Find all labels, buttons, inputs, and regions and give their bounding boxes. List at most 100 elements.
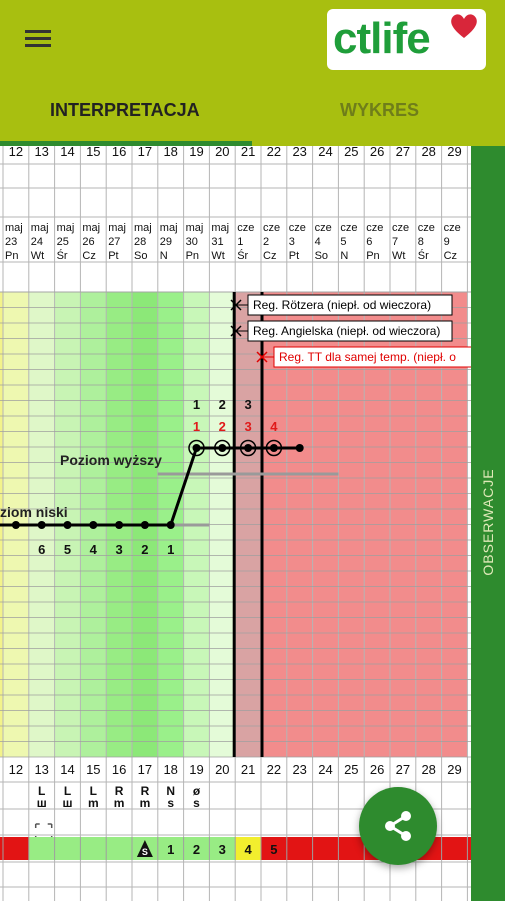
month-label: cze bbox=[444, 222, 461, 234]
cycle-day-label-bottom: 12 bbox=[9, 762, 23, 777]
temperature-point-highlight bbox=[239, 439, 257, 457]
rule-label-box bbox=[247, 294, 453, 316]
date-label: 5 bbox=[340, 236, 346, 248]
temperature-point bbox=[115, 521, 124, 529]
date-label: 24 bbox=[31, 236, 43, 248]
temperature-point-highlight bbox=[188, 439, 205, 457]
cycle-day-label-bottom: 14 bbox=[60, 762, 74, 777]
tab-interpretacja[interactable]: INTERPRETACJA bbox=[50, 100, 200, 120]
date-label: 7 bbox=[392, 236, 398, 248]
cycle-day-label: 23 bbox=[292, 146, 306, 159]
date-label: 2 bbox=[263, 236, 269, 248]
rule-label-box bbox=[247, 320, 453, 342]
cycle-day-label-bottom: 24 bbox=[318, 762, 332, 777]
mucus-symbol-top: L bbox=[38, 784, 45, 798]
temperature-point bbox=[140, 521, 149, 529]
weekday-label: Pn bbox=[366, 250, 379, 262]
high-count-black: 3 bbox=[244, 397, 251, 412]
active-tab-indicator bbox=[0, 141, 252, 146]
cycle-chart-area[interactable]: 12 13 14 15 16 17 18 19 20 21 22 23 24 25 26 27 28 29 maj m… bbox=[0, 146, 471, 901]
hamburger-menu-icon[interactable] bbox=[22, 26, 54, 52]
peak-count: 5 bbox=[270, 842, 277, 857]
share-icon bbox=[385, 811, 411, 841]
tab-wykres[interactable]: WYKRES bbox=[340, 100, 420, 120]
rule-label: Reg. Rötzera (niepł. od wieczora) bbox=[253, 298, 431, 312]
peak-count: 4 bbox=[244, 842, 252, 857]
peak-row-cell-yellow bbox=[235, 837, 261, 860]
mucus-symbol-bottom: ш bbox=[62, 796, 72, 810]
peak-count: 3 bbox=[219, 842, 226, 857]
high-count-black: 1 bbox=[193, 397, 200, 412]
low-phase-count: 2 bbox=[141, 542, 148, 557]
cycle-day-label-bottom: 26 bbox=[370, 762, 384, 777]
peak-row-cell bbox=[28, 837, 55, 860]
weekday-label: Pt bbox=[289, 250, 299, 262]
observations-label: OBSERWACJE bbox=[480, 468, 496, 576]
weekday-label: Cz bbox=[263, 250, 276, 262]
mucus-symbol-bottom: s bbox=[193, 796, 200, 810]
cycle-day-label: 27 bbox=[396, 146, 410, 159]
cycle-day-label-bottom: 19 bbox=[189, 762, 203, 777]
lower-level-label: ziom niski bbox=[0, 504, 68, 520]
date-label: 23 bbox=[5, 236, 17, 248]
weekday-label: Wt bbox=[392, 250, 405, 262]
cycle-day-label: 18 bbox=[163, 146, 177, 159]
cycle-day-label-bottom: 18 bbox=[163, 762, 177, 777]
share-button[interactable] bbox=[359, 787, 437, 865]
cycle-day-label: 12 bbox=[9, 146, 23, 159]
cycle-day-label-bottom: 13 bbox=[34, 762, 48, 777]
peak-day-triangle bbox=[136, 840, 153, 857]
upper-level-label: Poziom wyższy bbox=[60, 452, 162, 468]
weekday-label: Pn bbox=[186, 250, 199, 262]
weekday-label: N bbox=[160, 250, 168, 262]
mucus-symbol-top: N bbox=[166, 784, 175, 798]
high-count-red: 3 bbox=[244, 419, 251, 434]
date-label: 29 bbox=[160, 236, 172, 248]
temperature-point-highlight bbox=[265, 439, 283, 457]
rule-label: Reg. TT dla samej temp. (niepł. o bbox=[279, 350, 456, 364]
cycle-day-label-bottom: 28 bbox=[421, 762, 435, 777]
cycle-day-label: 13 bbox=[34, 146, 48, 159]
temperature-point bbox=[192, 444, 201, 452]
cycle-day-label-bottom: 15 bbox=[86, 762, 100, 777]
peak-row-cell bbox=[80, 837, 107, 860]
rule-label: Reg. Angielska (niepł. od wieczora) bbox=[253, 324, 440, 338]
heart-icon bbox=[451, 14, 477, 38]
month-label: maj bbox=[5, 222, 23, 234]
temperature-point bbox=[89, 521, 98, 529]
high-count-red: 2 bbox=[219, 419, 226, 434]
observations-panel-toggle[interactable]: OBSERWACJE bbox=[471, 146, 505, 901]
peak-day-marker: S bbox=[142, 847, 148, 857]
date-label: 30 bbox=[186, 236, 198, 248]
mucus-symbol-bottom: m bbox=[114, 796, 125, 810]
rule-label-box bbox=[273, 346, 471, 368]
month-label: cze bbox=[418, 222, 435, 234]
temperature-point bbox=[295, 444, 304, 452]
cycle-day-label-bottom: 17 bbox=[138, 762, 152, 777]
month-label: maj bbox=[31, 222, 49, 234]
low-phase-count: 3 bbox=[115, 542, 122, 557]
low-phase-count: 4 bbox=[90, 542, 98, 557]
month-label: cze bbox=[237, 222, 254, 234]
temperature-point bbox=[166, 521, 175, 529]
mucus-symbol-top: L bbox=[64, 784, 71, 798]
cycle-day-label: 14 bbox=[60, 146, 74, 159]
cycle-day-label: 16 bbox=[112, 146, 126, 159]
cycle-day-label-bottom: 25 bbox=[344, 762, 358, 777]
month-label: maj bbox=[108, 222, 126, 234]
weekday-label: Cz bbox=[82, 250, 95, 262]
cycle-day-label: 29 bbox=[447, 146, 461, 159]
mucus-symbol-bottom: ш bbox=[37, 796, 47, 810]
weekday-label: Cz bbox=[444, 250, 457, 262]
low-phase-count: 5 bbox=[64, 542, 71, 557]
date-label: 28 bbox=[134, 236, 146, 248]
app-bar: ctlife INTERPRETACJA WYKRES bbox=[0, 0, 505, 146]
low-phase-count: 1 bbox=[167, 542, 174, 557]
cycle-day-label-bottom: 16 bbox=[112, 762, 126, 777]
weekday-label: Wt bbox=[211, 250, 224, 262]
weekday-label: Pn bbox=[5, 250, 18, 262]
month-label: maj bbox=[186, 222, 204, 234]
date-label: 26 bbox=[82, 236, 94, 248]
cycle-day-label: 28 bbox=[421, 146, 435, 159]
cycle-day-label: 20 bbox=[215, 146, 229, 159]
